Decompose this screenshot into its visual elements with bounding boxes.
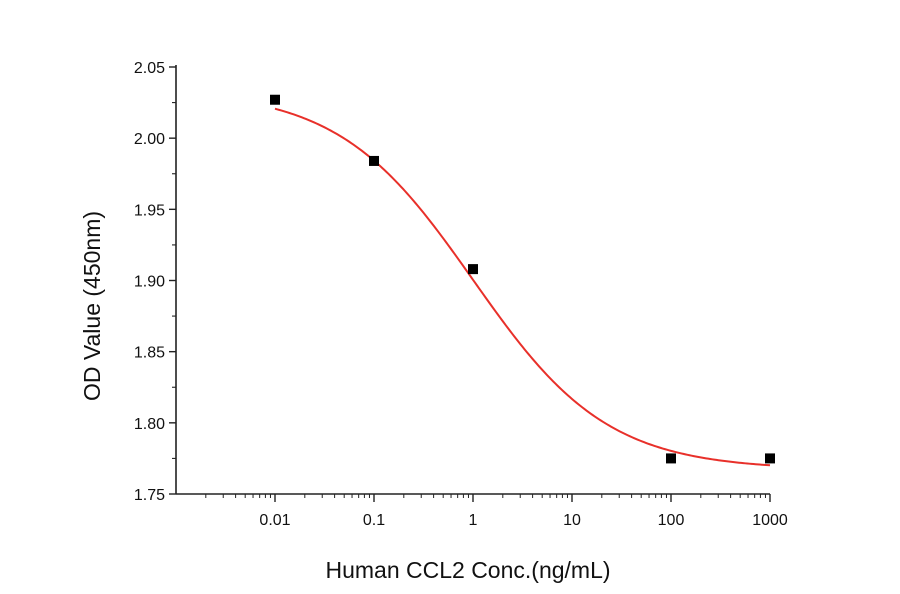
x-tick-label: 10 xyxy=(563,512,581,529)
y-tick-label: 1.95 xyxy=(134,202,165,219)
data-point xyxy=(666,453,676,464)
data-point xyxy=(468,264,478,275)
data-point xyxy=(765,453,775,464)
fit-curve xyxy=(274,107,771,467)
data-points xyxy=(270,94,775,464)
y-tick-label: 1.85 xyxy=(134,345,165,362)
ticks: 2.05 2.00 1.95 1.90 1.85 1.80 1.75 0.01 0.1 1 10 10… xyxy=(134,60,788,529)
x-tick-label: 100 xyxy=(658,512,685,529)
data-point xyxy=(270,94,280,105)
y-tick-label: 1.90 xyxy=(134,274,165,291)
fit-curve-group xyxy=(274,107,771,467)
y-tick-label: 1.75 xyxy=(134,487,165,504)
y-tick-label: 2.05 xyxy=(134,60,165,77)
x-axis-title: Human CCL2 Conc.(ng/mL) xyxy=(325,557,610,583)
data-point xyxy=(369,155,379,166)
y-tick-label: 2.00 xyxy=(134,131,165,148)
x-tick-label: 1000 xyxy=(752,512,788,529)
x-tick-label: 1 xyxy=(469,512,478,529)
x-tick-label: 0.1 xyxy=(363,512,385,529)
y-axis-title: OD Value (450nm) xyxy=(79,211,105,401)
y-tick-label: 1.80 xyxy=(134,416,165,433)
x-tick-label: 0.01 xyxy=(259,512,290,529)
